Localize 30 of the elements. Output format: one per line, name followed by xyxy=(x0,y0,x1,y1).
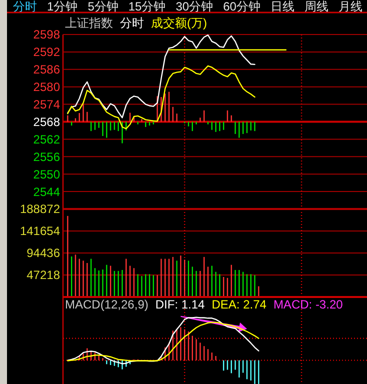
text: 成交额(万) xyxy=(151,16,207,30)
y-tick-label: 2556 xyxy=(33,150,60,164)
text: 1分钟 xyxy=(47,0,78,14)
y-tick-label: 2580 xyxy=(33,80,60,94)
y-tick-label: 2574 xyxy=(33,98,60,112)
y-tick-label: 2586 xyxy=(33,62,60,77)
chart-title: MACD(12,26,9) xyxy=(65,298,148,312)
text: 15分钟 xyxy=(128,0,166,14)
text: MACD: -3.20 xyxy=(273,298,344,312)
y-tick-label: 94436 xyxy=(26,246,60,260)
y-tick-label: 2592 xyxy=(33,45,60,60)
chart-subtitle: 分时 xyxy=(120,16,144,30)
text: 30分钟 xyxy=(176,0,214,14)
text: 月线 xyxy=(338,0,362,14)
text: 分时 xyxy=(13,0,37,14)
text: 日线 xyxy=(270,0,294,14)
text: 5分钟 xyxy=(88,0,118,14)
y-tick-label: 188872 xyxy=(20,202,60,216)
chart-title: 上证指数 xyxy=(65,16,113,30)
series-label: DEA: 2.74 xyxy=(212,298,267,312)
y-tick-label: 2562 xyxy=(33,132,60,146)
y-tick-label: 2598 xyxy=(33,28,60,42)
y-tick-label: 141654 xyxy=(20,224,60,238)
series-label: DIF: 1.14 xyxy=(155,298,206,312)
y-tick-label: 2550 xyxy=(33,167,60,182)
text: 周线 xyxy=(304,0,328,14)
y-tick-label: 47218 xyxy=(26,268,60,282)
text: 60分钟 xyxy=(223,0,260,14)
y-tick-label: 2544 xyxy=(33,184,60,199)
y-tick-label: 2568 xyxy=(33,114,60,129)
